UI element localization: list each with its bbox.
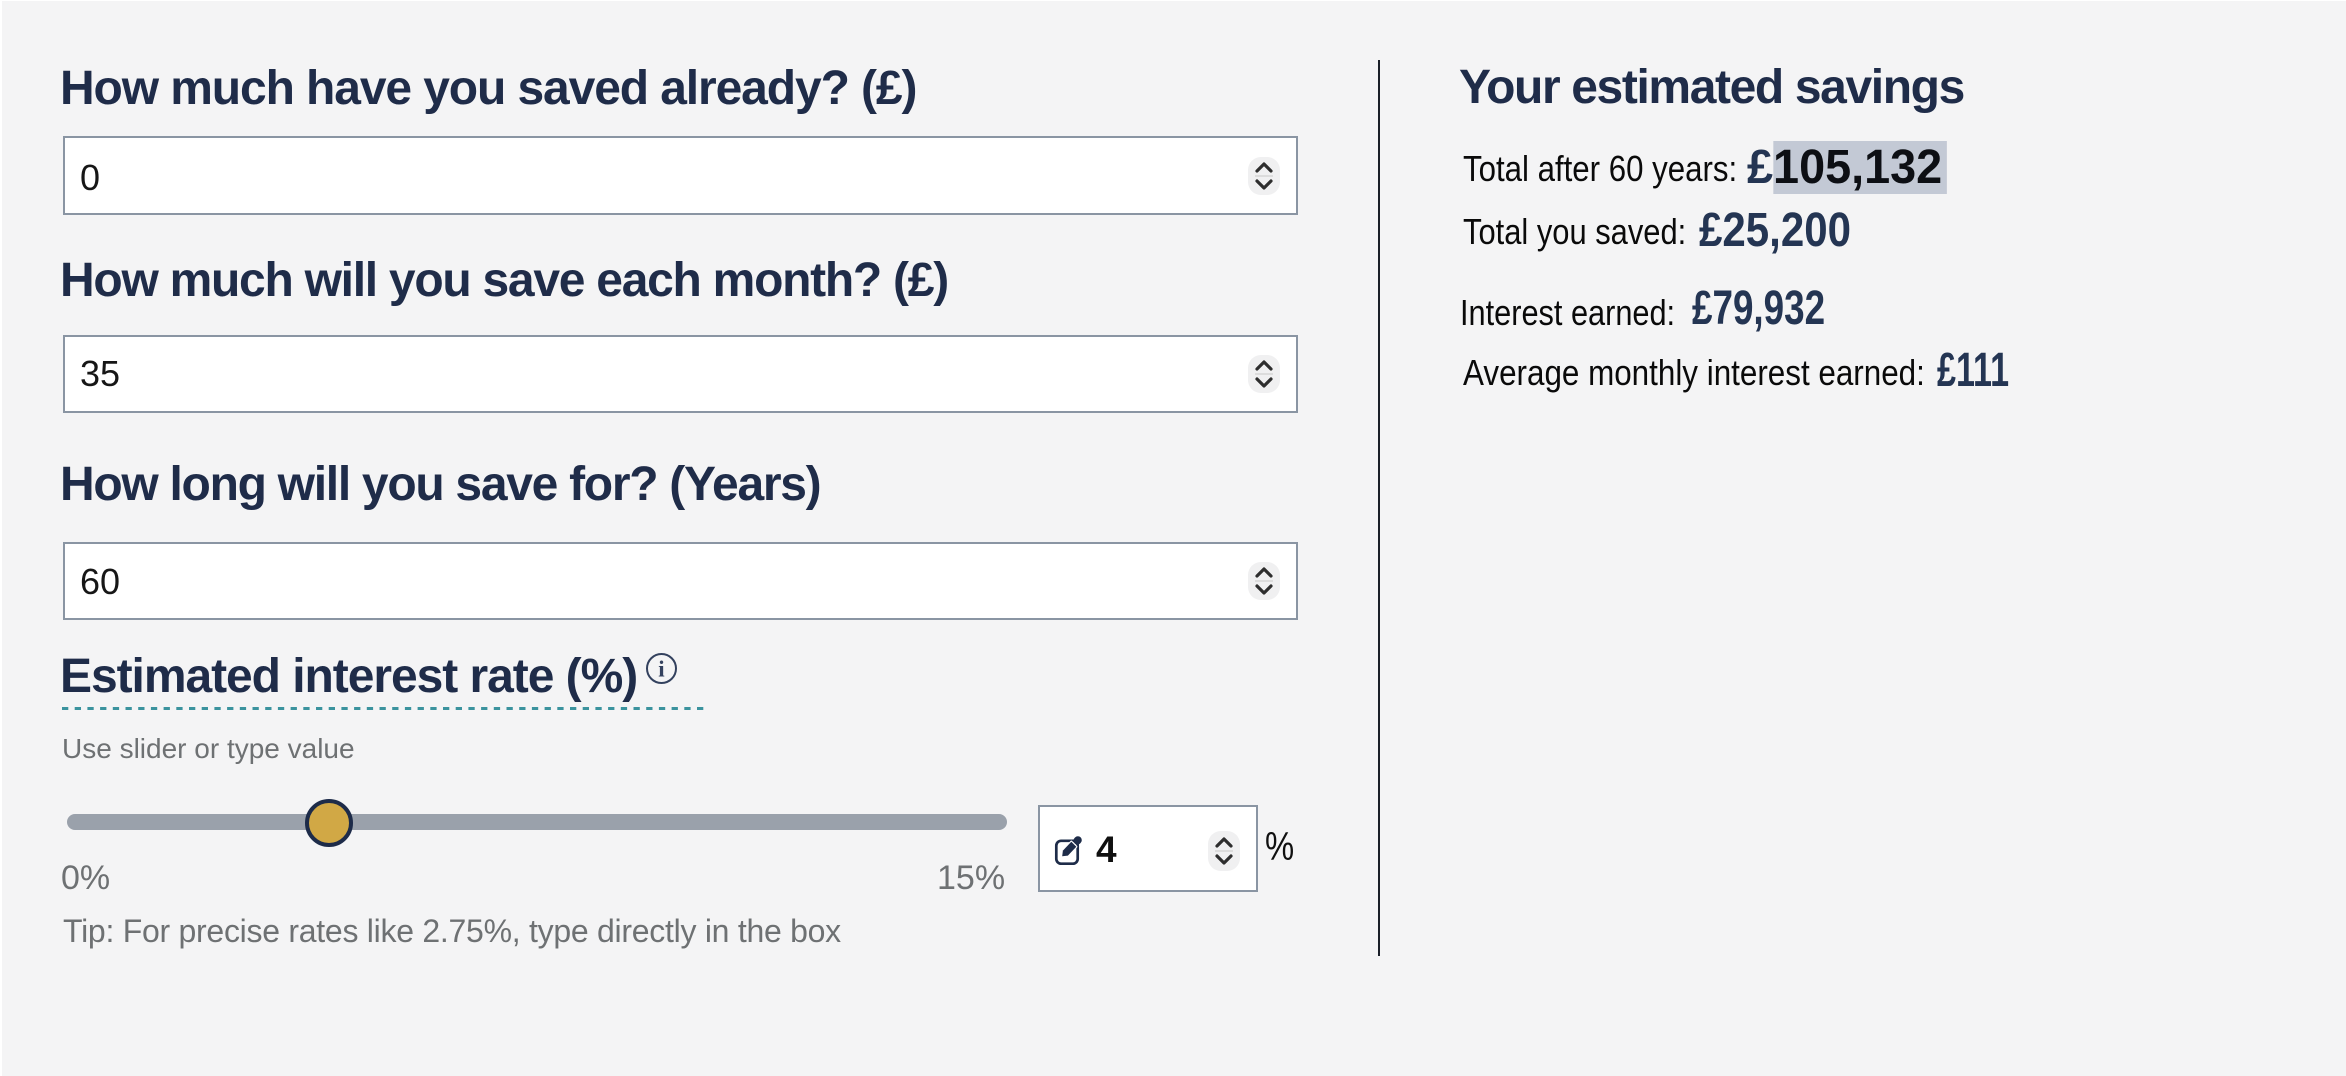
svg-text:i: i (658, 657, 665, 682)
